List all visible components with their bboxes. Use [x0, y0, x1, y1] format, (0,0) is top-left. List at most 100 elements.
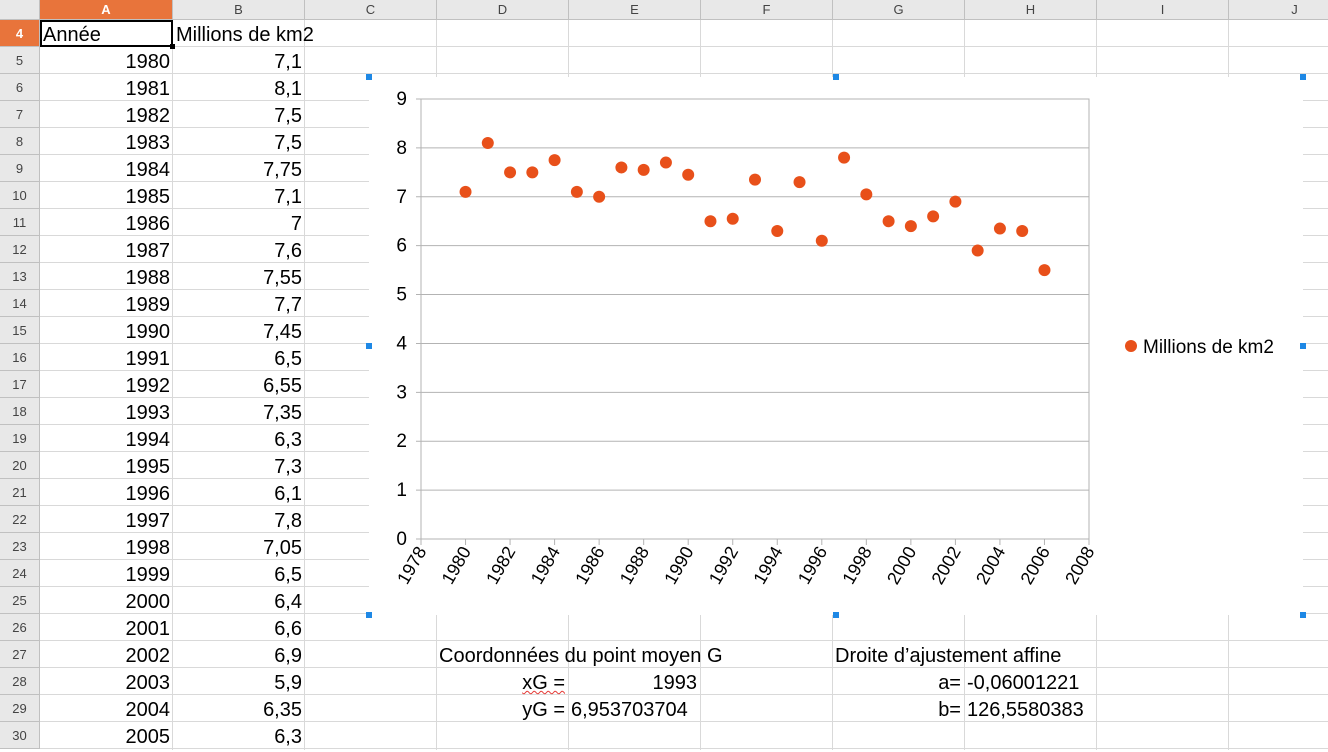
year-cell[interactable]: 1983 [125, 132, 171, 154]
year-cell[interactable]: 2004 [125, 699, 171, 721]
row-header-14[interactable]: 14 [0, 290, 40, 317]
year-cell[interactable]: 1990 [125, 321, 171, 343]
chart-resize-handle-tl[interactable] [366, 74, 372, 80]
chart-resize-handle-r[interactable] [1300, 343, 1306, 349]
year-cell[interactable]: 1984 [125, 159, 171, 181]
yg-label-cell[interactable]: yG = [522, 699, 565, 721]
b-value-cell[interactable]: 126,5580383 [967, 699, 1084, 721]
row-header-13[interactable]: 13 [0, 263, 40, 290]
year-cell[interactable]: 1997 [125, 510, 171, 532]
year-cell[interactable]: 2003 [125, 672, 171, 694]
row-header-9[interactable]: 9 [0, 155, 40, 182]
row-header-26[interactable]: 26 [0, 614, 40, 641]
column-header-h[interactable]: H [965, 0, 1097, 20]
row-header-22[interactable]: 22 [0, 506, 40, 533]
column-header-f[interactable]: F [701, 0, 833, 20]
row-header-17[interactable]: 17 [0, 371, 40, 398]
value-cell[interactable]: 6,1 [274, 483, 302, 505]
header-cell-year[interactable]: Année [43, 24, 101, 46]
year-cell[interactable]: 2000 [125, 591, 171, 613]
column-header-a[interactable]: A [40, 0, 173, 20]
select-all-corner[interactable] [0, 0, 40, 20]
xg-label-cell[interactable]: xG = [436, 668, 568, 695]
row-header-21[interactable]: 21 [0, 479, 40, 506]
value-cell[interactable]: 7,75 [263, 159, 302, 181]
row-header-25[interactable]: 25 [0, 587, 40, 614]
year-cell[interactable]: 1995 [125, 456, 171, 478]
year-cell[interactable]: 1993 [125, 402, 171, 424]
year-cell[interactable]: 1982 [125, 105, 171, 127]
row-header-20[interactable]: 20 [0, 452, 40, 479]
row-header-15[interactable]: 15 [0, 317, 40, 344]
row-header-5[interactable]: 5 [0, 47, 40, 74]
chart-resize-handle-t[interactable] [833, 74, 839, 80]
row-header-10[interactable]: 10 [0, 182, 40, 209]
value-cell[interactable]: 6,9 [274, 645, 302, 667]
year-cell[interactable]: 1991 [125, 348, 171, 370]
a-value-cell[interactable]: -0,06001221 [967, 672, 1080, 694]
value-cell[interactable]: 6,3 [274, 726, 302, 748]
value-cell[interactable]: 7,7 [274, 294, 302, 316]
year-cell[interactable]: 1996 [125, 483, 171, 505]
row-header-6[interactable]: 6 [0, 74, 40, 101]
value-cell[interactable]: 6,4 [274, 591, 302, 613]
year-cell[interactable]: 1999 [125, 564, 171, 586]
year-cell[interactable]: 1989 [125, 294, 171, 316]
xg-value-cell[interactable]: 1993 [652, 672, 698, 694]
year-cell[interactable]: 1987 [125, 240, 171, 262]
value-cell[interactable]: 6,5 [274, 564, 302, 586]
year-cell[interactable]: 1998 [125, 537, 171, 559]
scatter-chart[interactable]: 0 1 2 3 4 5 6 7 8 9 1978 1980 1982 1984 1986 1988 1990 19… [369, 77, 1303, 615]
value-cell[interactable]: 6,3 [274, 429, 302, 451]
row-header-29[interactable]: 29 [0, 695, 40, 722]
chart-resize-handle-bl[interactable] [366, 612, 372, 618]
year-cell[interactable]: 2002 [125, 645, 171, 667]
row-header-30[interactable]: 30 [0, 722, 40, 749]
fit-line-title-cell[interactable]: Droite d’ajustement affine [835, 645, 1062, 667]
row-header-28[interactable]: 28 [0, 668, 40, 695]
value-cell[interactable]: 7,6 [274, 240, 302, 262]
year-cell[interactable]: 1985 [125, 186, 171, 208]
chart-resize-handle-l[interactable] [366, 343, 372, 349]
value-cell[interactable]: 7,55 [263, 267, 302, 289]
row-header-24[interactable]: 24 [0, 560, 40, 587]
mean-point-title-cell[interactable]: Coordonnées du point moyen G [439, 645, 723, 667]
year-cell[interactable]: 1981 [125, 78, 171, 100]
value-cell[interactable]: 7,5 [274, 105, 302, 127]
value-cell[interactable]: 7,8 [274, 510, 302, 532]
year-cell[interactable]: 2001 [125, 618, 171, 640]
row-header-27[interactable]: 27 [0, 641, 40, 668]
chart-resize-handle-br[interactable] [1300, 612, 1306, 618]
year-cell[interactable]: 1986 [125, 213, 171, 235]
column-header-d[interactable]: D [437, 0, 569, 20]
value-cell[interactable]: 7,5 [274, 132, 302, 154]
value-cell[interactable]: 5,9 [274, 672, 302, 694]
row-header-19[interactable]: 19 [0, 425, 40, 452]
chart-resize-handle-b[interactable] [833, 612, 839, 618]
value-cell[interactable]: 7,45 [263, 321, 302, 343]
row-header-4[interactable]: 4 [0, 20, 40, 47]
row-header-8[interactable]: 8 [0, 128, 40, 155]
value-cell[interactable]: 7,1 [274, 186, 302, 208]
chart-resize-handle-tr[interactable] [1300, 74, 1306, 80]
yg-value-cell[interactable]: 6,953703704 [571, 699, 688, 721]
row-header-18[interactable]: 18 [0, 398, 40, 425]
row-header-7[interactable]: 7 [0, 101, 40, 128]
value-cell[interactable]: 7 [290, 213, 302, 235]
value-cell[interactable]: 7,35 [263, 402, 302, 424]
value-cell[interactable]: 6,35 [263, 699, 302, 721]
column-header-c[interactable]: C [305, 0, 437, 20]
header-cell-value[interactable]: Millions de km2 [176, 24, 314, 46]
row-header-23[interactable]: 23 [0, 533, 40, 560]
column-header-j[interactable]: J [1229, 0, 1328, 20]
value-cell[interactable]: 6,5 [274, 348, 302, 370]
column-header-e[interactable]: E [569, 0, 701, 20]
column-header-i[interactable]: I [1097, 0, 1229, 20]
row-header-16[interactable]: 16 [0, 344, 40, 371]
a-label-cell[interactable]: a= [938, 672, 961, 694]
row-header-11[interactable]: 11 [0, 209, 40, 236]
value-cell[interactable]: 8,1 [274, 78, 302, 100]
value-cell[interactable]: 6,55 [263, 375, 302, 397]
row-header-12[interactable]: 12 [0, 236, 40, 263]
year-cell[interactable]: 1980 [125, 51, 171, 73]
